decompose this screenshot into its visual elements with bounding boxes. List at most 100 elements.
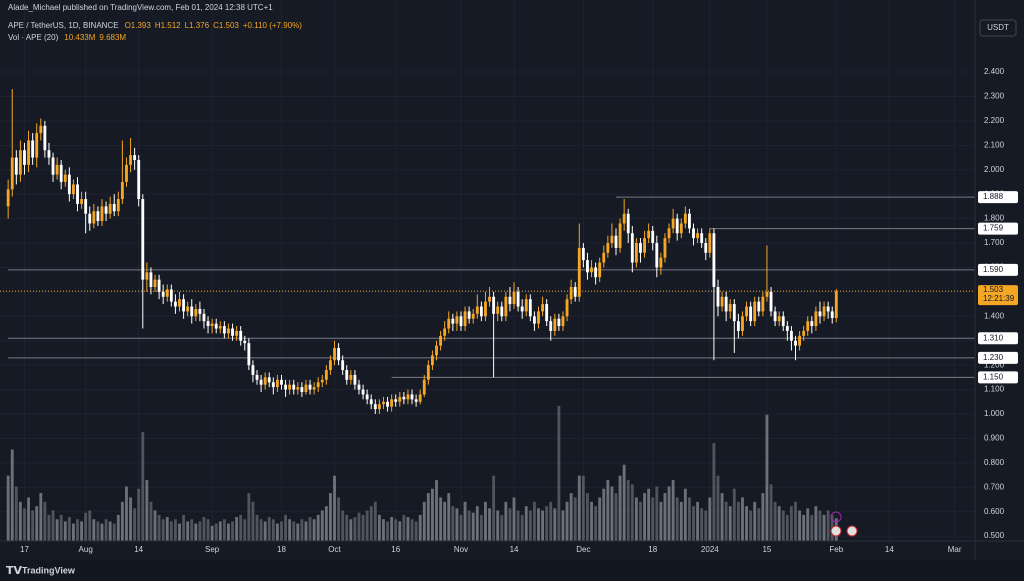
flag-icon[interactable]	[846, 525, 858, 537]
candle-body	[810, 321, 814, 327]
volume-bar	[663, 493, 667, 541]
volume-bar	[553, 508, 557, 541]
candle-body	[324, 370, 328, 380]
volume-bar	[651, 497, 655, 541]
candle-body	[626, 213, 630, 234]
candle-body	[23, 150, 26, 165]
volume-bar	[439, 497, 443, 541]
candle-body	[639, 243, 642, 253]
volume-bar	[806, 508, 810, 541]
volume-legend-value: 10.433M	[64, 33, 95, 42]
candle-body	[545, 304, 549, 322]
volume-bar	[169, 521, 173, 541]
candle-body	[210, 323, 214, 327]
ohlc-legend: L1.376	[185, 21, 210, 30]
volume-bar	[349, 519, 353, 541]
volume-bar	[557, 406, 561, 541]
candle-body	[271, 382, 275, 388]
volume-bar	[447, 493, 451, 541]
last-price-box	[978, 285, 1018, 306]
volume-bar	[704, 510, 708, 541]
volume-bar	[120, 501, 124, 541]
candle-body	[129, 155, 132, 165]
volume-bar	[683, 488, 687, 541]
volume-bar	[675, 497, 679, 541]
volume-bar	[736, 501, 740, 541]
volume-bar	[406, 517, 410, 541]
candle-body	[125, 164, 128, 182]
candle-body	[700, 233, 704, 244]
candle-body	[520, 306, 524, 312]
candle-body	[312, 387, 316, 390]
volume-bar	[692, 506, 695, 541]
x-tick-label: 18	[648, 545, 657, 554]
candle-body	[594, 267, 598, 278]
candle-body	[194, 308, 198, 317]
currency-box[interactable]	[979, 19, 1017, 37]
candle-body	[565, 299, 569, 317]
y-tick-label: 2.300	[984, 92, 1005, 101]
volume-bar	[606, 480, 610, 541]
countdown: 12:21:39	[983, 294, 1015, 303]
volume-bar	[206, 519, 210, 541]
y-tick-label: 2.100	[984, 140, 1005, 149]
volume-bar	[728, 506, 732, 541]
candle-body	[479, 306, 483, 317]
volume-bar	[72, 523, 75, 541]
volume-bar	[500, 514, 504, 541]
candle-body	[696, 233, 700, 239]
level-label-box	[978, 351, 1018, 364]
volume-bar	[365, 510, 369, 541]
candle-body	[231, 328, 234, 336]
volume-bar	[647, 488, 651, 541]
currency[interactable]: USDT	[987, 23, 1009, 32]
candle-body	[683, 213, 687, 224]
event-icon[interactable]	[830, 511, 842, 523]
candle-body	[308, 384, 312, 390]
candle-body	[275, 379, 279, 388]
volume-bar	[565, 501, 569, 541]
candle-body	[414, 399, 418, 402]
candle-body	[634, 243, 638, 263]
volume-bar	[802, 514, 806, 541]
level-label: 1.590	[983, 265, 1004, 274]
candle-body	[222, 326, 226, 334]
level-label: 1.150	[983, 372, 1004, 381]
candle-body	[459, 316, 463, 327]
y-tick-label: 1.800	[984, 214, 1005, 223]
candle-body	[390, 399, 394, 407]
candle-body	[430, 355, 434, 366]
candle-body	[394, 399, 398, 402]
volume-bar	[222, 519, 226, 541]
candle-body	[614, 235, 618, 248]
candle-body	[165, 289, 169, 297]
y-tick-label: 1.000	[984, 409, 1005, 418]
candle-body	[488, 296, 491, 302]
volume-bar	[512, 497, 516, 541]
candle-body	[447, 318, 451, 329]
volume-bar	[753, 501, 757, 541]
candle-body	[186, 306, 190, 312]
volume-bar	[141, 432, 145, 541]
volume-bar	[51, 510, 55, 541]
candle-body	[84, 199, 88, 214]
candle-body	[732, 304, 736, 322]
candle-body	[333, 348, 336, 361]
candle-body	[834, 291, 838, 319]
volume-bar	[741, 497, 744, 541]
volume-bar	[76, 519, 79, 541]
candle-body	[781, 316, 785, 327]
candle-body	[765, 291, 769, 297]
volume-bar	[125, 486, 128, 541]
volume-bar	[145, 480, 149, 541]
volume-bar	[316, 514, 320, 541]
flag-icon[interactable]	[830, 525, 842, 537]
volume-bar	[545, 506, 549, 541]
candle-body	[814, 311, 818, 327]
volume-bar	[39, 493, 43, 541]
candle-body	[116, 199, 120, 212]
candle-body	[27, 140, 30, 165]
candle-body	[606, 243, 610, 253]
